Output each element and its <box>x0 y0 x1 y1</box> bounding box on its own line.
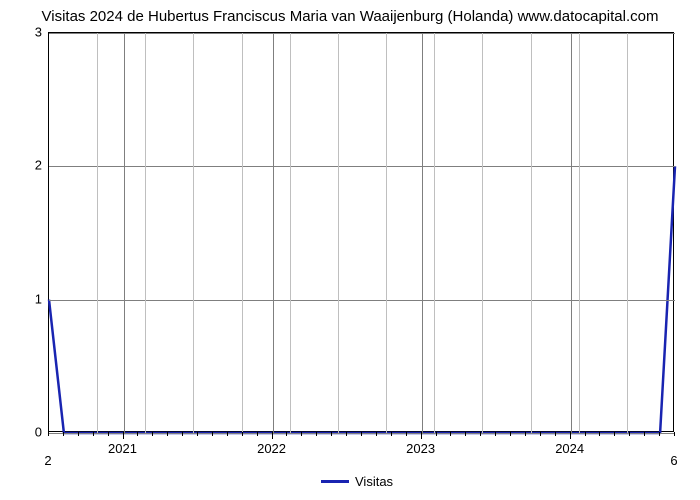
x-grid-minor <box>579 33 580 433</box>
x-minor-tick <box>614 432 615 436</box>
x-minor-tick <box>391 432 392 436</box>
x-minor-tick <box>108 432 109 436</box>
x-minor-tick <box>555 432 556 436</box>
x-minor-tick <box>257 432 258 436</box>
x-grid-minor <box>193 33 194 433</box>
x-minor-tick <box>182 432 183 436</box>
chart-title: Visitas 2024 de Hubertus Franciscus Mari… <box>0 8 700 25</box>
x-minor-tick <box>674 432 675 436</box>
y-grid-line <box>49 433 675 434</box>
x-major-tick <box>272 432 273 439</box>
x-minor-tick <box>585 432 586 436</box>
x-minor-tick <box>316 432 317 436</box>
x-minor-tick <box>93 432 94 436</box>
x-minor-tick <box>227 432 228 436</box>
x-minor-tick <box>78 432 79 436</box>
y-grid-line <box>49 33 675 34</box>
x-grid-major <box>571 33 572 433</box>
x-minor-tick <box>242 432 243 436</box>
y-tick-label: 3 <box>24 25 42 40</box>
x-minor-tick <box>450 432 451 436</box>
x-minor-tick <box>510 432 511 436</box>
x-grid-minor <box>338 33 339 433</box>
x-minor-tick <box>525 432 526 436</box>
line-series-layer <box>49 33 675 433</box>
x-minor-tick <box>286 432 287 436</box>
x-major-tick <box>570 432 571 439</box>
x-tick-label: 2021 <box>108 441 137 456</box>
x-minor-tick <box>465 432 466 436</box>
legend-swatch <box>321 480 349 483</box>
x-grid-major <box>273 33 274 433</box>
x-grid-minor <box>434 33 435 433</box>
x-major-tick <box>123 432 124 439</box>
legend: Visitas <box>321 474 393 489</box>
x-grid-major <box>422 33 423 433</box>
x-grid-minor <box>242 33 243 433</box>
plot-area <box>48 32 674 432</box>
x-major-tick <box>421 432 422 439</box>
x-tick-label: 2022 <box>257 441 286 456</box>
x2-right-label: 6 <box>670 453 677 468</box>
x-minor-tick <box>331 432 332 436</box>
x-grid-minor <box>145 33 146 433</box>
x-minor-tick <box>212 432 213 436</box>
x-minor-tick <box>48 432 49 436</box>
legend-label: Visitas <box>355 474 393 489</box>
x-grid-minor <box>97 33 98 433</box>
x-minor-tick <box>346 432 347 436</box>
x-minor-tick <box>644 432 645 436</box>
y-tick-label: 1 <box>24 291 42 306</box>
x-minor-tick <box>436 432 437 436</box>
x2-left-label: 2 <box>44 453 51 468</box>
x-minor-tick <box>480 432 481 436</box>
x-grid-minor <box>531 33 532 433</box>
x-tick-label: 2024 <box>555 441 584 456</box>
x-minor-tick <box>376 432 377 436</box>
x-minor-tick <box>495 432 496 436</box>
x-grid-minor <box>290 33 291 433</box>
x-minor-tick <box>629 432 630 436</box>
x-grid-minor <box>386 33 387 433</box>
x-minor-tick <box>197 432 198 436</box>
x-minor-tick <box>63 432 64 436</box>
x-minor-tick <box>406 432 407 436</box>
y-grid-line <box>49 166 675 167</box>
x-minor-tick <box>152 432 153 436</box>
y-tick-label: 0 <box>24 425 42 440</box>
x-minor-tick <box>137 432 138 436</box>
x-minor-tick <box>361 432 362 436</box>
y-tick-label: 2 <box>24 158 42 173</box>
x-minor-tick <box>599 432 600 436</box>
x-tick-label: 2023 <box>406 441 435 456</box>
chart-container: Visitas 2024 de Hubertus Franciscus Mari… <box>0 0 700 500</box>
x-grid-minor <box>627 33 628 433</box>
x-minor-tick <box>301 432 302 436</box>
x-grid-minor <box>482 33 483 433</box>
x-minor-tick <box>540 432 541 436</box>
y-grid-line <box>49 300 675 301</box>
x-minor-tick <box>659 432 660 436</box>
x-grid-major <box>124 33 125 433</box>
x-minor-tick <box>167 432 168 436</box>
